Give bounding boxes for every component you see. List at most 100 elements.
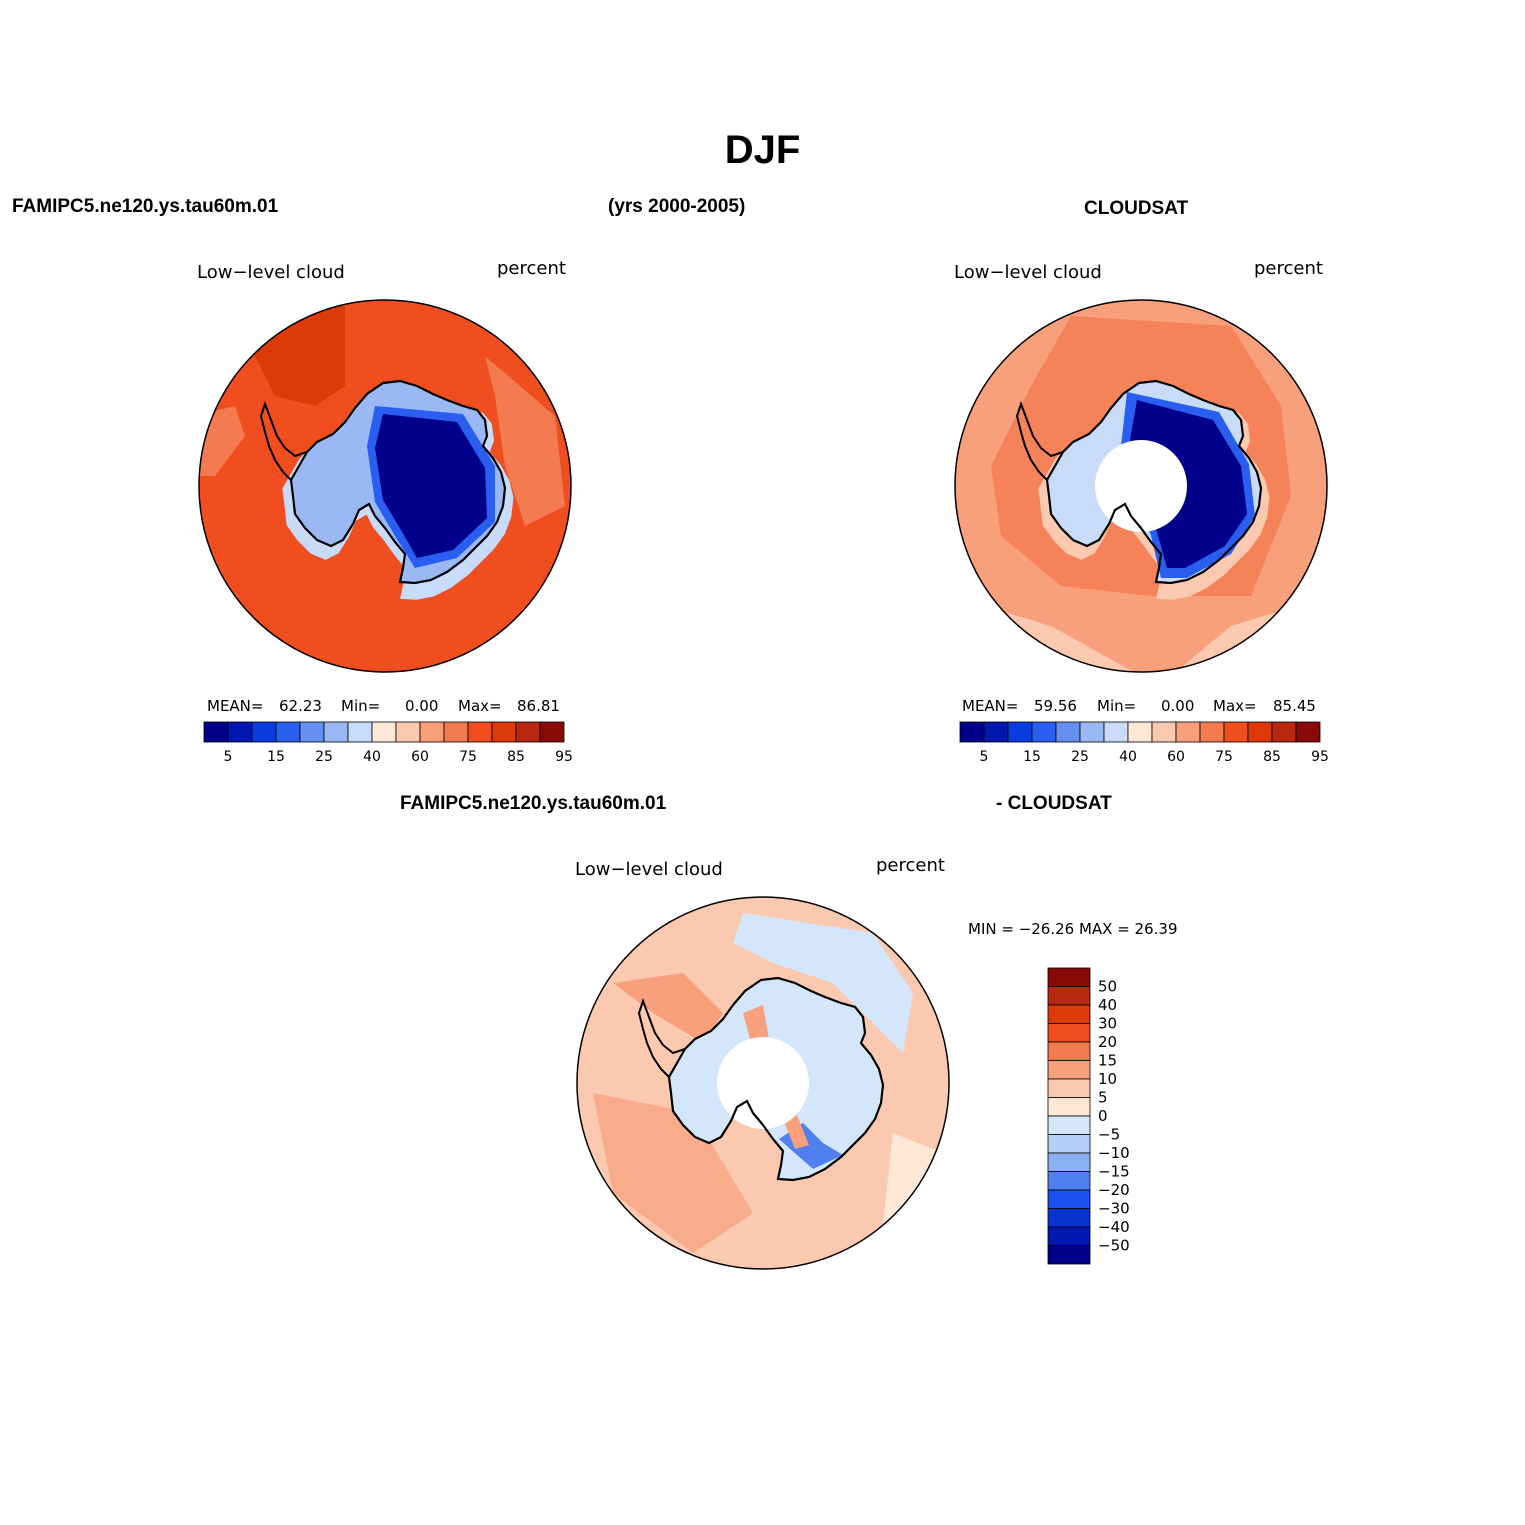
colorbar-tick-label: 5 <box>224 749 233 765</box>
colorbar-tick-label: 5 <box>980 749 989 765</box>
obs-min-label: Min= <box>1097 697 1137 715</box>
positive-difference-region <box>743 1005 769 1043</box>
colorbar-box <box>1047 1134 1091 1154</box>
colorbar-tick-label: 85 <box>1263 749 1281 765</box>
colorbar-tick-label: 75 <box>1215 749 1233 765</box>
model-colorbar: 5 15 25 40 60 75 85 95 <box>203 721 572 765</box>
colorbar-box <box>539 721 565 743</box>
negative-difference-region <box>733 913 913 1053</box>
colorbar-tick-label: 75 <box>459 749 477 765</box>
colorbar-box <box>1127 721 1153 743</box>
colorbar-tick-label: 20 <box>1098 1033 1117 1051</box>
obs-units-label: percent <box>1254 258 1323 279</box>
colorbar-box <box>443 721 469 743</box>
colorbar-box <box>1047 1115 1091 1135</box>
peninsula-coastline <box>259 401 308 481</box>
colorbar-tick-label: 60 <box>411 749 429 765</box>
colorbar-box <box>1031 721 1057 743</box>
coastline <box>1045 379 1263 585</box>
colorbar-box <box>1047 967 1091 987</box>
colorbar-box <box>1151 721 1177 743</box>
obs-polar-map <box>954 299 1328 673</box>
diff-units-label: percent <box>876 855 945 876</box>
colorbar-box <box>275 721 301 743</box>
model-min-value: 0.00 <box>405 697 439 715</box>
colorbar-box <box>347 721 373 743</box>
colorbar-tick-label: −15 <box>1098 1163 1130 1181</box>
colorbar-tick-label: 40 <box>1119 749 1137 765</box>
page-title: DJF <box>724 128 801 172</box>
missing-data-hole <box>717 1037 809 1129</box>
colorbar-box <box>1295 721 1321 743</box>
colorbar-box <box>1175 721 1201 743</box>
colorbar-tick-label: −40 <box>1098 1218 1130 1236</box>
colorbar-box <box>515 721 541 743</box>
obs-variable-label: Low−level cloud <box>954 262 1102 283</box>
colorbar-box <box>1055 721 1081 743</box>
colorbar-tick-label: 95 <box>555 749 572 765</box>
colorbar-box <box>1223 721 1249 743</box>
colorbar-tick-label: 60 <box>1167 749 1185 765</box>
model-polar-map <box>198 299 572 673</box>
colorbar-tick-label: 50 <box>1098 978 1117 996</box>
colorbar-tick-label: −10 <box>1098 1144 1130 1162</box>
peninsula-coastline <box>1015 401 1064 481</box>
colorbar-box <box>1079 721 1105 743</box>
map-boundary <box>954 299 1328 673</box>
positive-difference-region <box>593 1093 753 1253</box>
colorbar-box <box>1047 1226 1091 1246</box>
model-min-label: Min= <box>341 697 381 715</box>
diff-title-left: FAMIPC5.ne120.ys.tau60m.01 <box>400 793 667 814</box>
colorbar-tick-label: 25 <box>1071 749 1089 765</box>
map-boundary <box>198 299 572 673</box>
obs-colorbar: 5 15 25 40 60 75 85 95 <box>959 721 1328 765</box>
colorbar-box <box>983 721 1009 743</box>
colorbar-tick-label: 40 <box>1098 996 1117 1014</box>
colorbar-box <box>1047 1078 1091 1098</box>
colorbar-box <box>1047 1208 1091 1228</box>
positive-difference-region <box>783 1115 809 1149</box>
very-low-cloud-region <box>375 414 487 558</box>
peninsula-coastline <box>637 998 686 1078</box>
colorbar-tick-label: −50 <box>1098 1237 1130 1255</box>
colorbar-tick-label: −5 <box>1098 1126 1120 1144</box>
colorbar-tick-label: 40 <box>363 749 381 765</box>
obs-min-value: 0.00 <box>1161 697 1195 715</box>
colorbar-box <box>491 721 517 743</box>
model-mean-value: 62.23 <box>279 697 322 715</box>
colorbar-box <box>227 721 253 743</box>
moderate-cloud-region <box>485 356 565 526</box>
colorbar-box <box>1047 1097 1091 1117</box>
colorbar-box <box>1247 721 1273 743</box>
colorbar-box <box>959 721 985 743</box>
colorbar-box <box>1007 721 1033 743</box>
colorbar-tick-label: 15 <box>1098 1052 1117 1070</box>
colorbar-box <box>1047 986 1091 1006</box>
colorbar-tick-label: −20 <box>1098 1181 1130 1199</box>
diff-title-right: - CLOUDSAT <box>996 793 1112 814</box>
colorbar-tick-label: 30 <box>1098 1015 1117 1033</box>
colorbar-box <box>251 721 277 743</box>
colorbar-box <box>1047 1041 1091 1061</box>
colorbar-box <box>1047 1171 1091 1191</box>
colorbar-tick-label: 25 <box>315 749 333 765</box>
colorbar-box <box>1199 721 1225 743</box>
colorbar-box <box>1047 1152 1091 1172</box>
colorbar-box <box>1047 1004 1091 1024</box>
colorbar-tick-label: 95 <box>1311 749 1328 765</box>
colorbar-box <box>1047 1023 1091 1043</box>
obs-mean-value: 59.56 <box>1034 697 1077 715</box>
colorbar-box <box>1271 721 1297 743</box>
obs-name-title: CLOUDSAT <box>1084 198 1189 219</box>
colorbar-box <box>323 721 349 743</box>
colorbar-box <box>467 721 493 743</box>
colorbar-box <box>395 721 421 743</box>
diff-variable-label: Low−level cloud <box>575 859 723 880</box>
model-units-label: percent <box>497 258 566 279</box>
model-mean-label: MEAN= <box>207 697 264 715</box>
years-label: (yrs 2000-2005) <box>608 196 746 217</box>
obs-max-label: Max= <box>1213 697 1257 715</box>
model-max-value: 86.81 <box>517 697 560 715</box>
colorbar-tick-label: 5 <box>1098 1089 1108 1107</box>
